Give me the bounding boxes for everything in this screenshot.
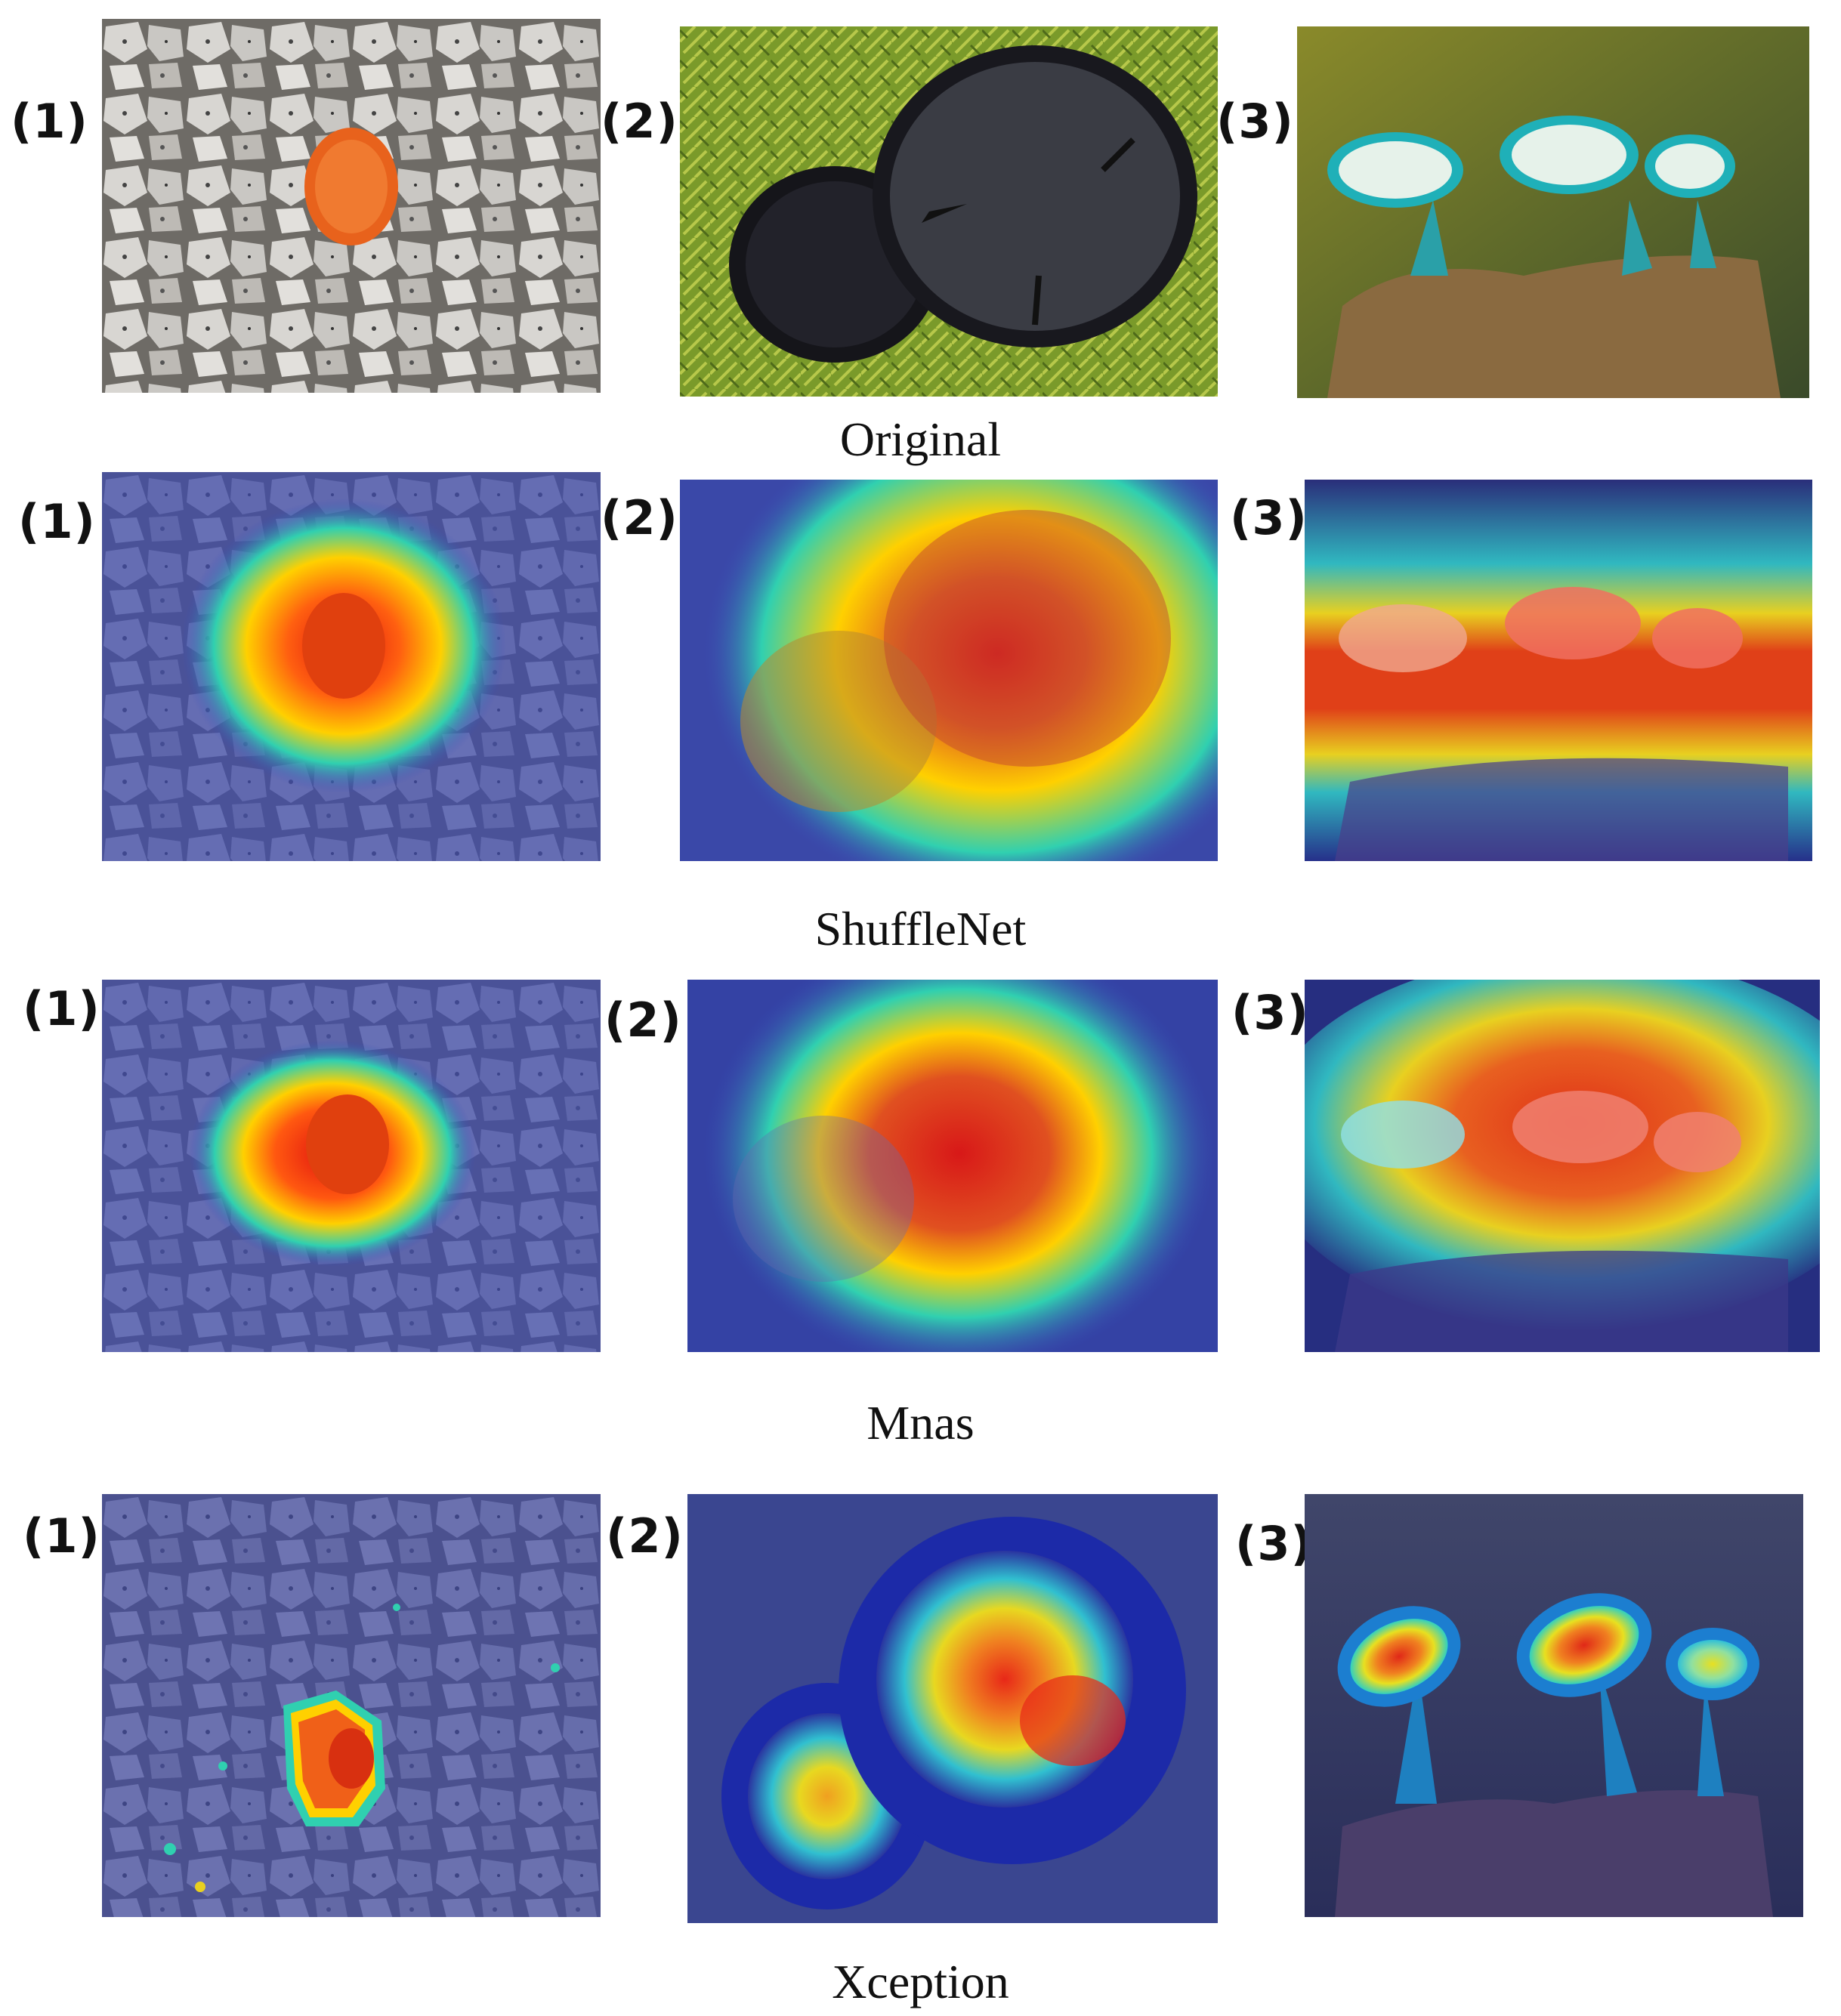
image-original-3-art bbox=[1297, 26, 1809, 398]
heatmap-shufflenet-2 bbox=[680, 480, 1218, 861]
heatmap-shufflenet-3-art bbox=[1305, 480, 1812, 861]
heatmap-mnas-3-art bbox=[1305, 980, 1820, 1352]
caption-shufflenet: ShuffleNet bbox=[814, 902, 1027, 956]
caption-xception: Xception bbox=[832, 1955, 1009, 2008]
image-original-2 bbox=[680, 26, 1218, 397]
heatmap-xception-1-art bbox=[102, 1494, 601, 1917]
image-original-3 bbox=[1297, 26, 1809, 398]
heatmap-xception-3 bbox=[1305, 1494, 1803, 1917]
image-original-2-art bbox=[680, 26, 1218, 397]
heatmap-xception-3-art bbox=[1305, 1494, 1803, 1917]
heatmap-mnas-3 bbox=[1305, 980, 1820, 1352]
heatmap-xception-1 bbox=[102, 1494, 601, 1917]
label-row1-img1: (1) bbox=[11, 94, 88, 149]
label-row3-img1: (1) bbox=[23, 981, 100, 1036]
label-row3-img3: (3) bbox=[1231, 985, 1309, 1040]
image-original-1-art bbox=[102, 19, 601, 393]
caption-mnas: Mnas bbox=[866, 1396, 975, 1449]
heatmap-xception-2-art bbox=[687, 1494, 1218, 1923]
image-original-1 bbox=[102, 19, 601, 393]
heatmap-xception-2 bbox=[687, 1494, 1218, 1923]
label-row2-img2: (2) bbox=[601, 490, 678, 545]
label-row3-img2: (2) bbox=[604, 993, 682, 1048]
heatmap-mnas-1 bbox=[102, 980, 601, 1352]
label-row4-img1: (1) bbox=[23, 1508, 100, 1564]
heatmap-mnas-2 bbox=[687, 980, 1218, 1352]
heatmap-shufflenet-2-art bbox=[680, 480, 1218, 861]
heatmap-shufflenet-1 bbox=[102, 472, 601, 861]
label-row2-img1: (1) bbox=[18, 494, 96, 549]
label-row1-img2: (2) bbox=[601, 94, 678, 149]
heatmap-shufflenet-3 bbox=[1305, 480, 1812, 861]
label-row2-img3: (3) bbox=[1230, 490, 1308, 545]
heatmap-mnas-2-art bbox=[687, 980, 1218, 1352]
heatmap-shufflenet-1-art bbox=[102, 472, 601, 861]
label-row4-img3: (3) bbox=[1235, 1516, 1313, 1571]
label-row1-img3: (3) bbox=[1216, 94, 1294, 149]
heatmap-mnas-1-art bbox=[102, 980, 601, 1352]
label-row4-img2: (2) bbox=[606, 1508, 684, 1564]
caption-original: Original bbox=[839, 412, 1002, 466]
